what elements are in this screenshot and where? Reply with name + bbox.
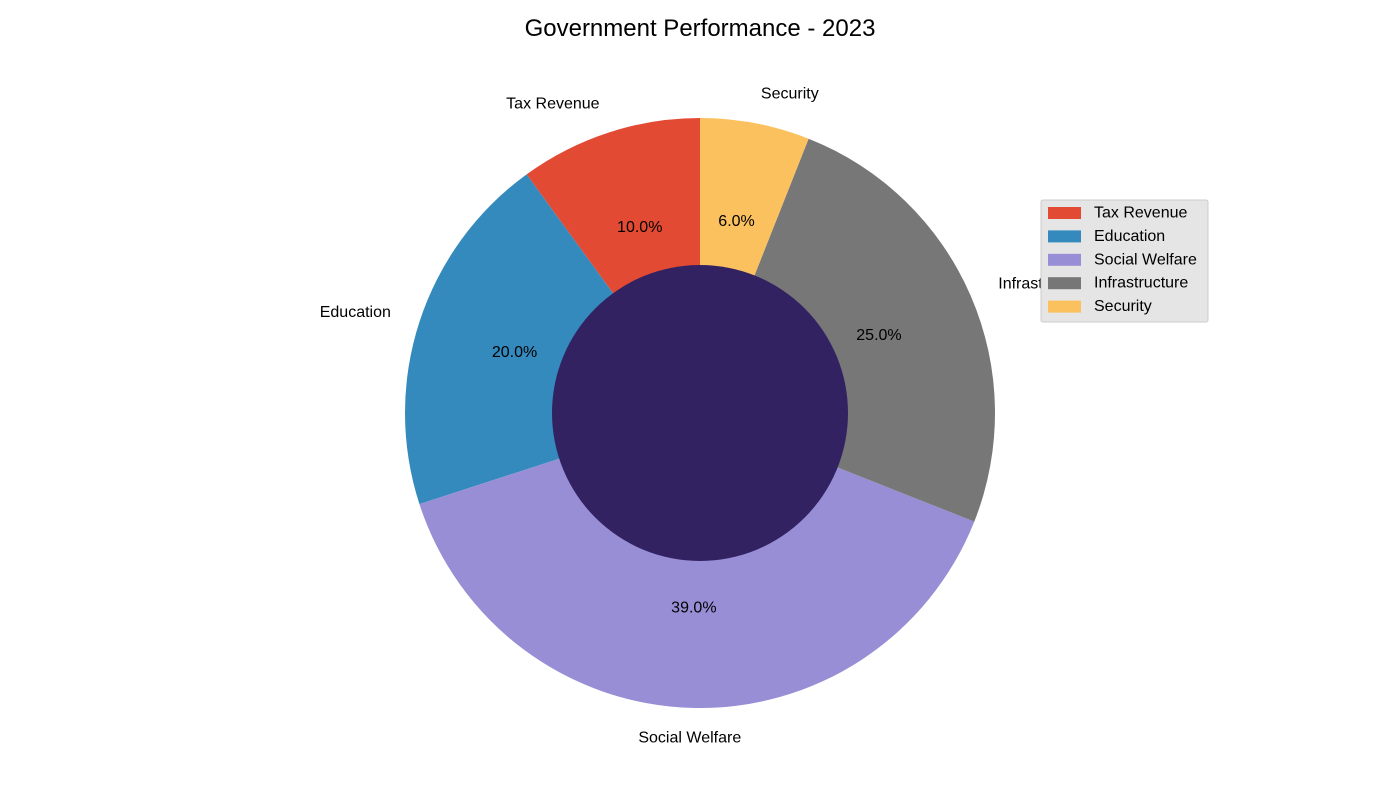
legend-swatch-social-welfare xyxy=(1048,253,1081,266)
pct-label-tax-revenue: 10.0% xyxy=(617,219,662,236)
legend-swatch-education xyxy=(1048,230,1081,243)
donut-hole xyxy=(552,265,848,561)
chart-title: Government Performance - 2023 xyxy=(525,15,876,42)
pie-labels: 10.0% Tax Revenue 20.0% Education 39.0% Socia… xyxy=(320,85,1093,746)
slice-label-tax-revenue: Tax Revenue xyxy=(506,95,599,112)
legend: Tax Revenue Education Social Welfare Infras… xyxy=(1040,199,1209,323)
legend-label-tax-revenue: Tax Revenue xyxy=(1094,205,1187,222)
legend-swatch-infrastructure xyxy=(1048,277,1081,290)
legend-swatch-security xyxy=(1048,300,1081,313)
legend-swatch-tax-revenue xyxy=(1048,207,1081,219)
legend-label-education: Education xyxy=(1094,228,1165,245)
slice-label-security: Security xyxy=(761,85,819,102)
legend-label-social-welfare: Social Welfare xyxy=(1094,251,1197,268)
pct-label-education: 20.0% xyxy=(492,344,537,361)
pct-label-infrastructure: 25.0% xyxy=(856,327,901,344)
pct-label-security: 6.0% xyxy=(718,213,754,230)
legend-label-infrastructure: Infrastructure xyxy=(1094,275,1188,292)
legend-label-security: Security xyxy=(1094,298,1152,315)
legend-frame xyxy=(1040,199,1209,323)
pct-label-social-welfare: 39.0% xyxy=(671,599,716,616)
slice-label-education: Education xyxy=(320,304,391,321)
slice-label-social-welfare: Social Welfare xyxy=(638,729,741,746)
